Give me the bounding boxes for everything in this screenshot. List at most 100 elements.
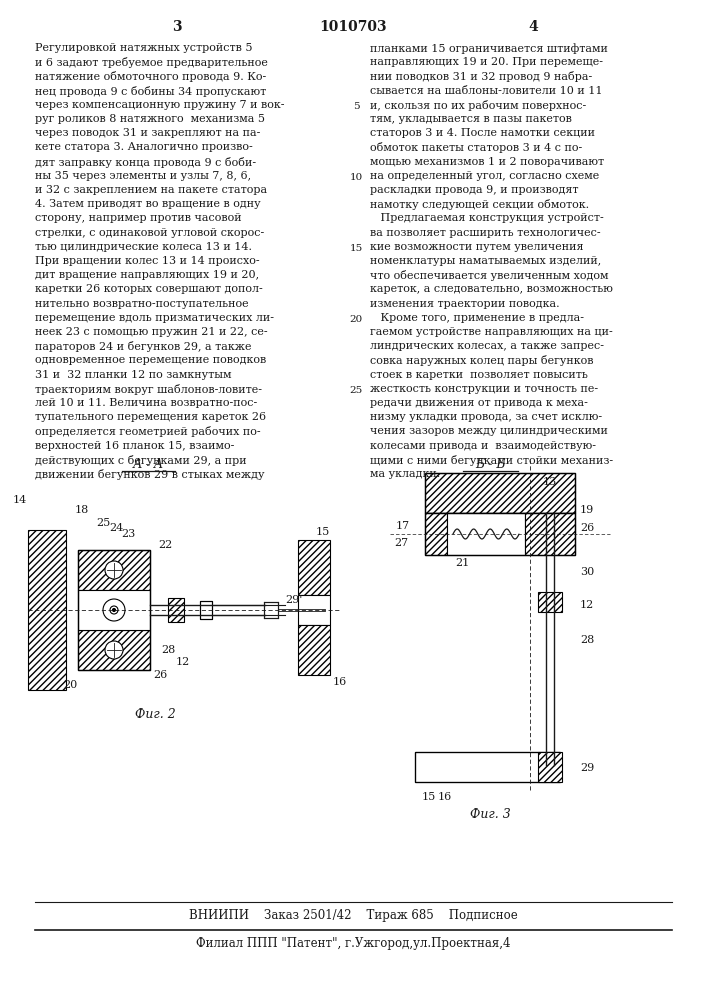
Text: тупательного перемещения кареток 26: тупательного перемещения кареток 26 — [35, 412, 266, 422]
Text: нии поводков 31 и 32 провод 9 набра-: нии поводков 31 и 32 провод 9 набра- — [370, 71, 592, 82]
Text: 16: 16 — [438, 792, 452, 802]
Text: ны 35 через элементы и узлы 7, 8, 6,: ны 35 через элементы и узлы 7, 8, 6, — [35, 171, 251, 181]
Text: 19: 19 — [580, 505, 595, 515]
Text: действующих с бегунками 29, а при: действующих с бегунками 29, а при — [35, 455, 247, 466]
Bar — [200, 601, 212, 619]
Bar — [264, 602, 278, 618]
Text: жесткость конструкции и точность пе-: жесткость конструкции и точность пе- — [370, 384, 598, 394]
Text: 27: 27 — [394, 538, 408, 548]
Bar — [200, 601, 212, 619]
Text: кие возможности путем увеличения: кие возможности путем увеличения — [370, 242, 583, 252]
Bar — [298, 595, 330, 625]
Text: 23: 23 — [121, 529, 135, 539]
Bar — [525, 513, 575, 555]
Text: 22: 22 — [158, 540, 172, 550]
Text: обмоток пакеты статоров 3 и 4 с по-: обмоток пакеты статоров 3 и 4 с по- — [370, 142, 583, 153]
Text: 25: 25 — [349, 386, 363, 395]
Text: низму укладки провода, за счет исклю-: низму укладки провода, за счет исклю- — [370, 412, 602, 422]
Text: раскладки провода 9, и производят: раскладки провода 9, и производят — [370, 185, 578, 195]
Text: 24: 24 — [109, 523, 123, 533]
Circle shape — [112, 608, 115, 611]
Text: 20: 20 — [349, 315, 363, 324]
Text: 26: 26 — [580, 523, 595, 533]
Bar — [415, 752, 560, 782]
Text: линдрических колесах, а также запрес-: линдрических колесах, а также запрес- — [370, 341, 604, 351]
Text: через поводок 31 и закрепляют на па-: через поводок 31 и закрепляют на па- — [35, 128, 260, 138]
Bar — [28, 530, 66, 690]
Text: колесами привода и  взаимодействую-: колесами привода и взаимодействую- — [370, 441, 596, 451]
Text: 29: 29 — [580, 763, 595, 773]
Text: натяжение обмоточного провода 9. Ко-: натяжение обмоточного провода 9. Ко- — [35, 71, 267, 82]
Bar — [78, 590, 150, 630]
Text: 28: 28 — [161, 645, 175, 655]
Text: номенклатуры наматываемых изделий,: номенклатуры наматываемых изделий, — [370, 256, 601, 266]
Text: сторону, например против часовой: сторону, например против часовой — [35, 213, 242, 223]
Text: Филиал ППП "Патент", г.Ужгород,ул.Проектная,4: Филиал ППП "Патент", г.Ужгород,ул.Проект… — [196, 938, 510, 950]
Text: 5: 5 — [353, 102, 359, 111]
Text: Фиг. 2: Фиг. 2 — [134, 708, 175, 722]
Bar — [425, 473, 575, 513]
Bar — [415, 752, 560, 782]
Text: неек 23 с помощью пружин 21 и 22, се-: неек 23 с помощью пружин 21 и 22, се- — [35, 327, 268, 337]
Text: 15: 15 — [316, 527, 330, 537]
Text: тям, укладывается в пазы пакетов: тям, укладывается в пазы пакетов — [370, 114, 572, 124]
Text: 21: 21 — [455, 558, 469, 568]
Text: на определенный угол, согласно схеме: на определенный угол, согласно схеме — [370, 171, 600, 181]
Bar — [425, 513, 447, 555]
Text: 20: 20 — [63, 680, 77, 690]
Text: кете статора 3. Аналогично произво-: кете статора 3. Аналогично произво- — [35, 142, 252, 152]
Text: нец провода 9 с бобины 34 пропускают: нец провода 9 с бобины 34 пропускают — [35, 86, 267, 97]
Text: сывается на шаблоны-ловители 10 и 11: сывается на шаблоны-ловители 10 и 11 — [370, 86, 602, 96]
Text: 18: 18 — [75, 505, 89, 515]
Text: 25: 25 — [96, 518, 110, 528]
Text: и 6 задают требуемое предварительное: и 6 задают требуемое предварительное — [35, 57, 268, 68]
Text: параторов 24 и бегунков 29, а также: параторов 24 и бегунков 29, а также — [35, 341, 252, 352]
Text: движении бегунков 29 в стыках между: движении бегунков 29 в стыках между — [35, 469, 264, 480]
Text: ва позволяет расширить технологичес-: ва позволяет расширить технологичес- — [370, 228, 601, 238]
Bar — [298, 625, 330, 675]
Text: Кроме того, применение в предла-: Кроме того, применение в предла- — [370, 313, 584, 323]
Text: Предлагаемая конструкция устройст-: Предлагаемая конструкция устройст- — [370, 213, 604, 223]
Text: 29': 29' — [285, 595, 303, 605]
Bar — [447, 513, 525, 555]
Circle shape — [105, 561, 123, 579]
Text: тью цилиндрические колеса 13 и 14.: тью цилиндрические колеса 13 и 14. — [35, 242, 252, 252]
Circle shape — [103, 599, 125, 621]
Text: изменения траектории поводка.: изменения траектории поводка. — [370, 299, 560, 309]
Text: 26: 26 — [153, 670, 167, 680]
Circle shape — [105, 641, 123, 659]
Text: лей 10 и 11. Величина возвратно-пос-: лей 10 и 11. Величина возвратно-пос- — [35, 398, 257, 408]
Text: верхностей 16 планок 15, взаимо-: верхностей 16 планок 15, взаимо- — [35, 441, 235, 451]
Text: дят заправку конца провода 9 с боби-: дят заправку конца провода 9 с боби- — [35, 157, 256, 168]
Text: редачи движения от привода к меха-: редачи движения от привода к меха- — [370, 398, 588, 408]
Text: 14: 14 — [13, 495, 27, 505]
Text: нительно возвратно-поступательное: нительно возвратно-поступательное — [35, 299, 249, 309]
Text: стоек в каретки  позволяет повысить: стоек в каретки позволяет повысить — [370, 370, 588, 380]
Text: 31 и  32 планки 12 по замкнутым: 31 и 32 планки 12 по замкнутым — [35, 370, 231, 380]
Bar — [538, 592, 562, 612]
Text: направляющих 19 и 20. При перемеще-: направляющих 19 и 20. При перемеще- — [370, 57, 603, 67]
Text: и 32 с закреплением на пакете статора: и 32 с закреплением на пакете статора — [35, 185, 267, 195]
Text: 30: 30 — [580, 567, 595, 577]
Text: что обеспечивается увеличенным ходом: что обеспечивается увеличенным ходом — [370, 270, 609, 281]
Bar — [425, 473, 575, 513]
Text: статоров 3 и 4. После намотки секции: статоров 3 и 4. После намотки секции — [370, 128, 595, 138]
Text: 16: 16 — [333, 677, 347, 687]
Text: ма укладки.: ма укладки. — [370, 469, 440, 479]
Text: каретки 26 которых совершают допол-: каретки 26 которых совершают допол- — [35, 284, 263, 294]
Text: мощью механизмов 1 и 2 поворачивают: мощью механизмов 1 и 2 поворачивают — [370, 157, 604, 167]
Text: одновременное перемещение поводков: одновременное перемещение поводков — [35, 355, 267, 365]
Text: намотку следующей секции обмоток.: намотку следующей секции обмоток. — [370, 199, 589, 210]
Bar — [298, 540, 330, 595]
Text: стрелки, с одинаковой угловой скорос-: стрелки, с одинаковой угловой скорос- — [35, 228, 264, 238]
Text: 12: 12 — [176, 657, 190, 667]
Circle shape — [110, 606, 118, 614]
Text: 28: 28 — [580, 635, 595, 645]
Bar — [538, 752, 562, 782]
Text: 1010703: 1010703 — [319, 20, 387, 34]
Bar — [425, 513, 575, 555]
Bar — [78, 550, 150, 590]
Text: и, скользя по их рабочим поверхнос-: и, скользя по их рабочим поверхнос- — [370, 100, 586, 111]
Text: Регулировкой натяжных устройств 5: Регулировкой натяжных устройств 5 — [35, 43, 252, 53]
Text: 4. Затем приводят во вращение в одну: 4. Затем приводят во вращение в одну — [35, 199, 261, 209]
